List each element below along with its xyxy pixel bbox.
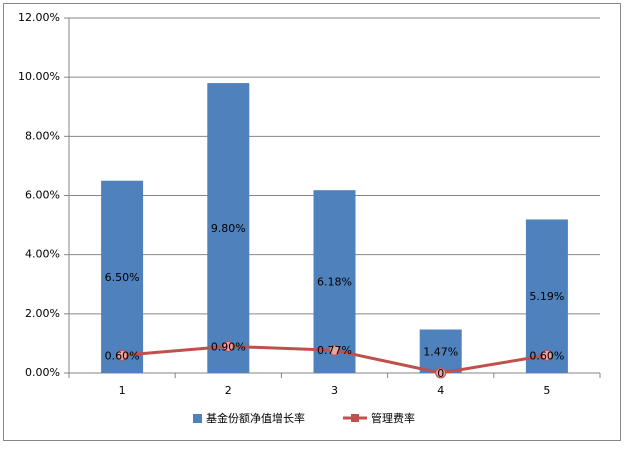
data-label: 9.80% <box>211 222 246 235</box>
bar <box>419 329 462 373</box>
line-marker <box>222 340 234 352</box>
data-label: 0.90% <box>211 340 246 353</box>
line-marker <box>116 349 128 361</box>
line-marker <box>435 367 447 379</box>
bar <box>313 190 356 373</box>
legend-label: 基金份额净值增长率 <box>206 411 305 425</box>
data-label: 0.60% <box>529 349 564 362</box>
legend-label: 管理费率 <box>371 411 415 425</box>
y-tick-label: 12.00% <box>18 11 60 24</box>
y-tick-label: 2.00% <box>25 307 60 320</box>
y-tick-label: 6.00% <box>25 189 60 202</box>
x-tick-label: 5 <box>543 384 550 397</box>
bar <box>525 219 568 373</box>
data-label: 0.60% <box>105 349 140 362</box>
x-tick-label: 1 <box>119 384 126 397</box>
bar <box>101 180 144 373</box>
bar <box>207 83 250 373</box>
y-tick-label: 4.00% <box>25 248 60 261</box>
data-label: 0.77% <box>317 344 352 357</box>
data-label: 6.50% <box>105 271 140 284</box>
data-label: 6.18% <box>317 276 352 289</box>
line-marker <box>541 349 553 361</box>
legend-swatch <box>193 414 202 423</box>
data-label: 0 <box>437 367 444 380</box>
y-tick-label: 10.00% <box>18 70 60 83</box>
y-tick-label: 8.00% <box>25 129 60 142</box>
y-tick-label: 0.00% <box>25 366 60 379</box>
data-label: 1.47% <box>423 345 458 358</box>
x-tick-label: 2 <box>225 384 232 397</box>
x-tick-label: 3 <box>331 384 338 397</box>
line-marker <box>329 344 340 356</box>
legend-swatch <box>351 414 359 422</box>
data-label: 5.19% <box>529 290 564 303</box>
x-tick-label: 4 <box>437 384 444 397</box>
